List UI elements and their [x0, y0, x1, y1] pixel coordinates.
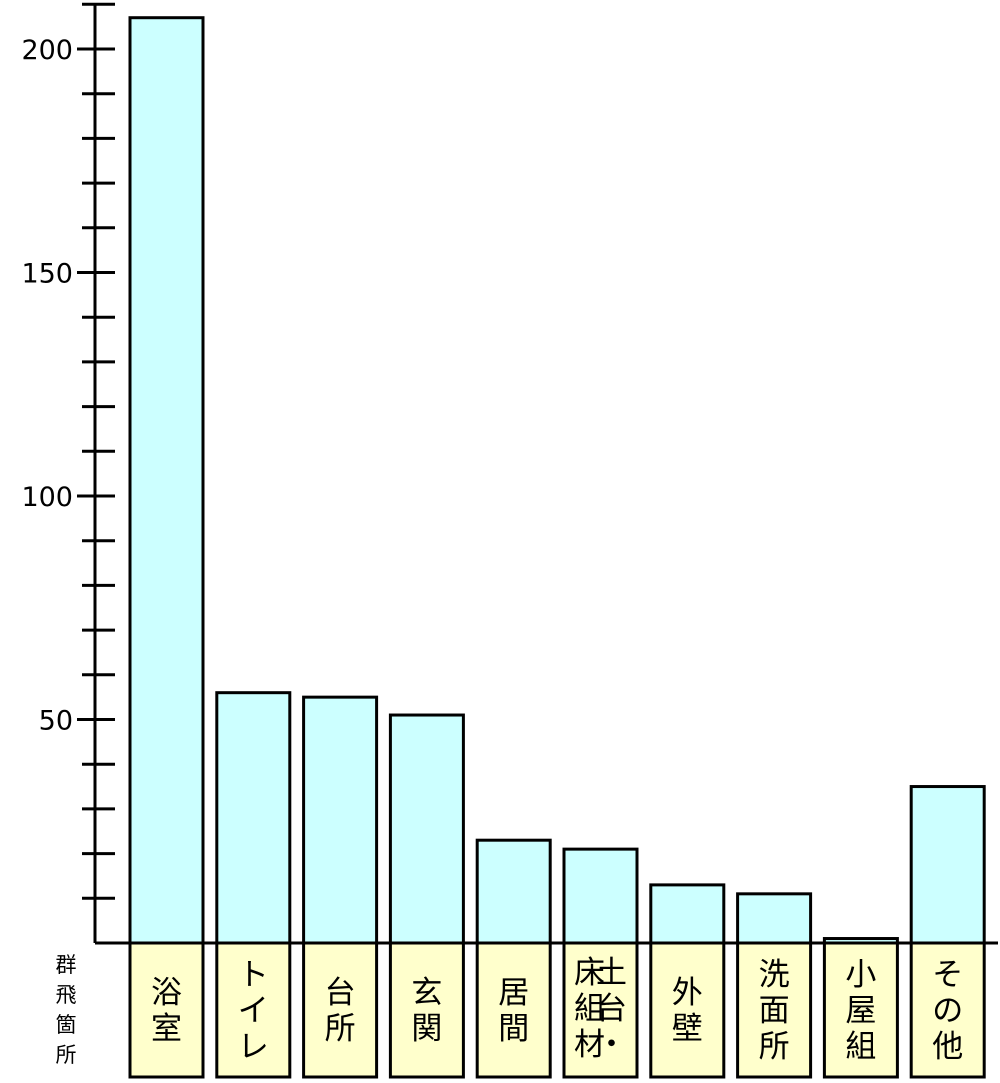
- category-label: 土台・ 床組材: [574, 955, 627, 1063]
- category-label-box: [822, 941, 899, 1079]
- category-label-box: [388, 941, 465, 1079]
- bar: [909, 785, 986, 945]
- category-label-char: 所: [759, 1029, 790, 1065]
- category-label-char: 浴: [151, 975, 182, 1011]
- category-label: 浴室: [151, 975, 182, 1047]
- bar: [128, 16, 205, 945]
- category-label-char: 組: [574, 991, 605, 1027]
- category-label-char: ト: [238, 957, 269, 993]
- bars: [128, 16, 986, 945]
- category-label-char: 組: [845, 1029, 876, 1065]
- y-tick-label: 100: [21, 482, 73, 513]
- category-label-char: の: [932, 993, 963, 1029]
- category-label-char: 台: [596, 991, 627, 1027]
- category-label-char: 間: [498, 1011, 529, 1047]
- bar: [736, 892, 813, 945]
- category-label-char: レ: [238, 1029, 269, 1065]
- x-axis-label: 群飛箇所: [56, 953, 77, 1067]
- category-label-char: 材: [574, 1027, 605, 1063]
- y-tick-label: 50: [39, 706, 73, 737]
- category-label-char: 他: [932, 1029, 963, 1065]
- category-label-box: [475, 941, 552, 1079]
- category-label-box: [649, 941, 726, 1079]
- category-label-char: 玄: [411, 975, 442, 1011]
- bar: [388, 713, 465, 945]
- category-label-char: 関: [411, 1011, 442, 1047]
- category-label: 外壁: [672, 975, 703, 1047]
- category-label-char: 壁: [672, 1011, 703, 1047]
- category-label-char: 外: [672, 975, 703, 1011]
- category-label: 洗面所: [759, 957, 790, 1065]
- category-label-char: 洗: [759, 957, 790, 993]
- category-label-char: 床: [574, 955, 605, 991]
- category-label-char: 台: [325, 975, 356, 1011]
- category-label-char: ・: [596, 1027, 627, 1063]
- category-label: 小屋組: [845, 957, 876, 1065]
- category-label-char: 小: [845, 957, 876, 993]
- category-label-char: そ: [932, 957, 963, 993]
- category-label-char: 土: [596, 955, 627, 991]
- category-label: その他: [932, 957, 963, 1065]
- category-label: トイレ: [238, 957, 269, 1065]
- bar: [302, 695, 379, 945]
- category-label-char: 面: [759, 993, 790, 1029]
- category-label-box: [302, 941, 379, 1079]
- category-label: 玄関: [411, 975, 442, 1047]
- category-label-box: [562, 941, 639, 1079]
- bar: [475, 838, 552, 945]
- category-label: 居間: [498, 975, 529, 1047]
- category-label-box: [215, 941, 292, 1079]
- y-tick-label: 150: [21, 259, 73, 290]
- category-label-char: 屋: [845, 993, 876, 1029]
- category-label-char: 居: [498, 975, 529, 1011]
- category-label-char: イ: [238, 993, 269, 1029]
- category-label: 台所: [325, 975, 356, 1047]
- category-label-box: [128, 941, 205, 1079]
- category-label-box: [736, 941, 813, 1079]
- bar: [649, 883, 726, 945]
- category-label-char: 所: [325, 1011, 356, 1047]
- y-tick-label: 200: [21, 35, 73, 66]
- bar: [562, 847, 639, 945]
- bar: [215, 691, 292, 945]
- category-label-box: [909, 941, 986, 1079]
- category-label-char: 室: [151, 1011, 182, 1047]
